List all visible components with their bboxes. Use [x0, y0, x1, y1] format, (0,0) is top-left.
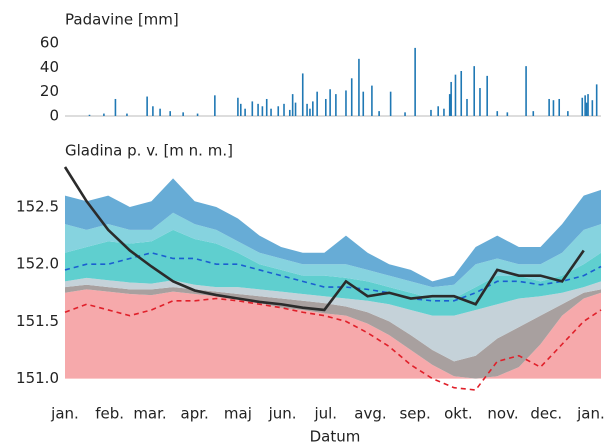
y-tick-label: 40 — [40, 58, 59, 76]
bar — [277, 106, 280, 116]
bar — [126, 113, 128, 116]
bar — [404, 112, 406, 116]
y-tick-label: 20 — [40, 82, 59, 100]
bar — [584, 95, 586, 116]
bar — [506, 112, 509, 116]
bar — [291, 94, 294, 116]
bar — [261, 106, 264, 116]
bar — [251, 101, 254, 116]
x-tick-label: apr. — [181, 405, 209, 423]
bar — [430, 109, 432, 116]
bar — [214, 95, 216, 116]
bar — [152, 106, 154, 116]
bar — [414, 47, 416, 116]
band — [65, 178, 601, 288]
y-tick-label: 151.5 — [16, 312, 59, 330]
bar — [581, 97, 584, 116]
bar — [309, 108, 311, 116]
x-tick-label: maj — [224, 405, 252, 423]
bar — [587, 94, 589, 116]
x-tick-label: mar. — [133, 405, 166, 423]
precip-axis-label: Padavine [mm] — [65, 11, 179, 29]
level-axis-label: Gladina p. v. [m n. m.] — [65, 142, 233, 160]
x-tick-label: sep. — [399, 405, 430, 423]
bar — [486, 75, 488, 116]
bar — [88, 114, 91, 116]
bar — [159, 108, 161, 116]
band — [65, 229, 601, 316]
line — [63, 166, 585, 312]
bar — [114, 98, 117, 116]
x-tick-label: jun. — [268, 405, 297, 423]
bar — [244, 108, 246, 116]
bar — [169, 111, 171, 116]
bar — [585, 102, 588, 116]
band — [65, 289, 601, 379]
bar — [146, 96, 148, 116]
bar — [329, 89, 331, 116]
bar — [196, 113, 199, 116]
bar — [358, 58, 360, 116]
bar — [496, 111, 499, 116]
bar — [552, 100, 555, 116]
bar — [257, 103, 259, 116]
x-tick-label: jul. — [313, 405, 337, 423]
line — [64, 251, 602, 302]
x-tick-label: jan. — [576, 405, 605, 423]
bar — [294, 102, 297, 116]
band — [65, 212, 601, 299]
x-tick-label: feb. — [95, 405, 124, 423]
line — [64, 297, 602, 391]
bar — [270, 108, 272, 116]
bar — [591, 100, 594, 116]
bar — [595, 84, 598, 116]
bar — [350, 78, 353, 116]
bar — [479, 88, 481, 116]
y-tick-label: 152.0 — [16, 255, 59, 273]
bar — [312, 101, 314, 116]
x-axis-label: Datum — [310, 428, 361, 446]
x-tick-label: okt. — [444, 405, 473, 423]
x-tick-label: avg. — [354, 405, 386, 423]
bar — [466, 98, 468, 116]
bar — [283, 103, 285, 116]
bar — [460, 71, 463, 116]
bar — [371, 85, 373, 116]
bar — [437, 106, 439, 116]
y-tick-label: 152.5 — [16, 198, 59, 216]
bar — [237, 97, 239, 116]
bar — [443, 108, 445, 116]
band — [65, 277, 601, 362]
y-tick-label: 60 — [40, 34, 59, 52]
bar — [548, 98, 550, 116]
y-tick-label: 0 — [49, 107, 59, 125]
bar — [306, 103, 308, 116]
bar — [532, 111, 535, 116]
bar — [345, 90, 347, 116]
bar — [288, 109, 291, 116]
bar — [324, 98, 327, 116]
bar — [558, 98, 561, 116]
bar — [525, 66, 527, 116]
x-tick-label: nov. — [487, 405, 518, 423]
bar — [389, 91, 392, 116]
bar — [265, 98, 268, 116]
bar — [301, 73, 304, 116]
bar — [473, 66, 476, 116]
bar — [182, 112, 184, 116]
bar — [567, 111, 569, 116]
bar — [378, 111, 380, 116]
bar — [362, 91, 365, 116]
bar — [448, 94, 451, 116]
bar — [239, 103, 242, 116]
bar — [335, 94, 337, 116]
x-tick-label: dec. — [530, 405, 562, 423]
bar — [454, 74, 457, 116]
bar — [450, 81, 452, 116]
x-tick-label: jan. — [50, 405, 79, 423]
bar — [316, 91, 318, 116]
y-tick-label: 151.0 — [16, 369, 59, 387]
bar — [103, 113, 105, 116]
